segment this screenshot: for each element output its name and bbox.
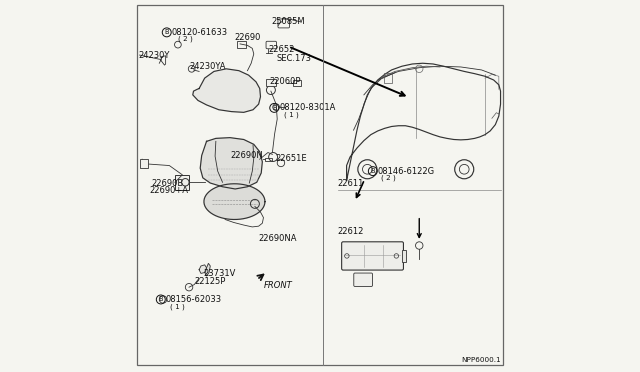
FancyBboxPatch shape [354, 273, 372, 286]
Text: FRONT: FRONT [264, 281, 292, 290]
Text: 22690N: 22690N [230, 151, 263, 160]
Text: ( 2 ): ( 2 ) [178, 36, 193, 42]
Text: B: B [164, 29, 169, 35]
Bar [265, 158, 271, 161]
Text: 22611: 22611 [338, 179, 364, 187]
Polygon shape [193, 69, 260, 112]
Text: 22060P: 22060P [269, 77, 301, 86]
Text: ( 1 ): ( 1 ) [170, 303, 184, 310]
Text: 08120-8301A: 08120-8301A [279, 103, 335, 112]
Text: 22652: 22652 [269, 45, 295, 54]
Text: 22690NA: 22690NA [259, 234, 297, 243]
Text: NPP6000.1: NPP6000.1 [461, 357, 500, 363]
Text: 23731V: 23731V [203, 269, 236, 278]
Text: 22651E: 22651E [275, 154, 307, 163]
Text: 22125P: 22125P [195, 277, 226, 286]
Bar [140, 159, 148, 168]
Text: 22612: 22612 [338, 227, 364, 236]
Bar [237, 41, 246, 48]
Text: ( 1 ): ( 1 ) [284, 111, 299, 118]
Polygon shape [205, 263, 211, 276]
Text: ( 2 ): ( 2 ) [381, 174, 396, 181]
Text: 08156-62033: 08156-62033 [165, 295, 221, 304]
Polygon shape [199, 265, 207, 273]
FancyBboxPatch shape [342, 242, 403, 270]
Text: B: B [159, 296, 163, 302]
Text: 08120-61633: 08120-61633 [172, 28, 228, 37]
Text: 22690: 22690 [234, 33, 261, 42]
Text: 22690B: 22690B [152, 179, 184, 188]
Text: 24230YA: 24230YA [189, 62, 225, 71]
Text: 08146-6122G: 08146-6122G [378, 167, 435, 176]
Text: 24230Y: 24230Y [138, 51, 170, 60]
Text: SEC.173: SEC.173 [276, 54, 311, 63]
Bar [385, 73, 392, 83]
Bar [266, 79, 276, 86]
Bar [293, 80, 301, 86]
Bar [402, 250, 406, 262]
Text: 22690+A: 22690+A [150, 186, 189, 195]
Text: 25085M: 25085M [271, 17, 305, 26]
Text: B: B [272, 105, 276, 111]
Polygon shape [204, 184, 265, 219]
Bar [175, 175, 189, 190]
Text: B: B [371, 168, 375, 174]
Polygon shape [200, 138, 262, 189]
